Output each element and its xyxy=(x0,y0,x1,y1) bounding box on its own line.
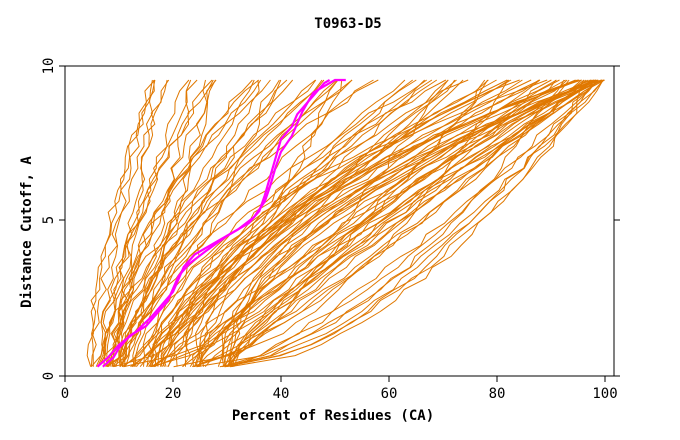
background-curve-2 xyxy=(98,79,155,367)
background-curve-80 xyxy=(184,79,576,367)
background-curve-56 xyxy=(157,79,512,367)
background-curve-44 xyxy=(142,79,447,367)
x-axis-label: Percent of Residues (CA) xyxy=(232,408,434,424)
background-curve-58 xyxy=(167,79,541,367)
background-curve-97 xyxy=(227,79,598,368)
highlight-curve-1 xyxy=(96,79,331,368)
x-tick-label-60: 60 xyxy=(381,386,398,402)
background-curve-61 xyxy=(150,79,486,368)
background-curve-103 xyxy=(224,79,599,368)
background-curve-105 xyxy=(223,79,602,367)
background-curve-88 xyxy=(222,79,598,367)
background-curve-101 xyxy=(221,79,591,368)
background-curve-72 xyxy=(197,79,585,367)
background-curve-23 xyxy=(109,79,253,367)
background-curve-95 xyxy=(226,79,605,368)
background-curve-67 xyxy=(192,79,557,367)
x-tick-label-0: 0 xyxy=(61,386,69,402)
y-tick-label-10: 10 xyxy=(41,58,57,75)
background-curve-104 xyxy=(232,79,603,367)
background-curve-26 xyxy=(108,79,317,367)
y-tick-label-5: 5 xyxy=(41,216,57,224)
background-curve-69 xyxy=(198,79,589,367)
background-curve-57 xyxy=(159,79,508,367)
y-axis-ticks: 0 5 10 xyxy=(41,58,620,380)
background-curve-42 xyxy=(151,79,457,368)
background-curve-51 xyxy=(150,79,541,368)
background-curve-7 xyxy=(106,79,198,367)
background-curve-20 xyxy=(113,79,271,367)
background-curve-13 xyxy=(97,79,213,367)
chart-title: T0963-D5 xyxy=(314,16,381,32)
background-curve-90 xyxy=(226,79,593,367)
x-tick-label-100: 100 xyxy=(592,386,617,402)
background-curve-12 xyxy=(110,79,190,367)
x-tick-label-40: 40 xyxy=(273,386,290,402)
highlight-curves xyxy=(96,78,346,368)
background-curve-93 xyxy=(233,79,597,367)
background-curve-81 xyxy=(194,79,560,367)
x-tick-label-80: 80 xyxy=(489,386,506,402)
background-curve-82 xyxy=(196,79,565,368)
y-tick-label-0: 0 xyxy=(41,372,57,380)
background-curve-99 xyxy=(231,79,604,368)
plot-frame xyxy=(64,65,615,377)
background-curve-31 xyxy=(119,79,323,367)
background-curve-25 xyxy=(106,79,325,367)
x-tick-label-20: 20 xyxy=(165,386,182,402)
background-curve-28 xyxy=(124,79,379,367)
background-curve-76 xyxy=(193,79,585,368)
background-curve-48 xyxy=(125,79,427,367)
background-curve-83 xyxy=(182,79,580,367)
background-curve-65 xyxy=(149,79,523,367)
y-axis-label: Distance Cutoff, A xyxy=(19,156,35,308)
x-axis-ticks: 0 20 40 60 80 100 xyxy=(61,376,618,402)
background-curve-102 xyxy=(221,79,603,367)
background-curve-24 xyxy=(111,79,316,367)
background-curve-40 xyxy=(154,79,456,367)
background-curve-3 xyxy=(90,79,170,367)
background-curve-36 xyxy=(133,79,426,367)
background-curve-43 xyxy=(136,79,414,368)
background-curves xyxy=(86,79,605,368)
background-curve-54 xyxy=(175,79,489,367)
background-curve-91 xyxy=(222,79,594,368)
background-curve-52 xyxy=(162,79,497,367)
background-curve-5 xyxy=(86,79,156,367)
background-curve-22 xyxy=(115,79,288,367)
background-curve-68 xyxy=(199,79,579,367)
background-curve-62 xyxy=(162,79,510,367)
background-curve-50 xyxy=(173,79,509,368)
